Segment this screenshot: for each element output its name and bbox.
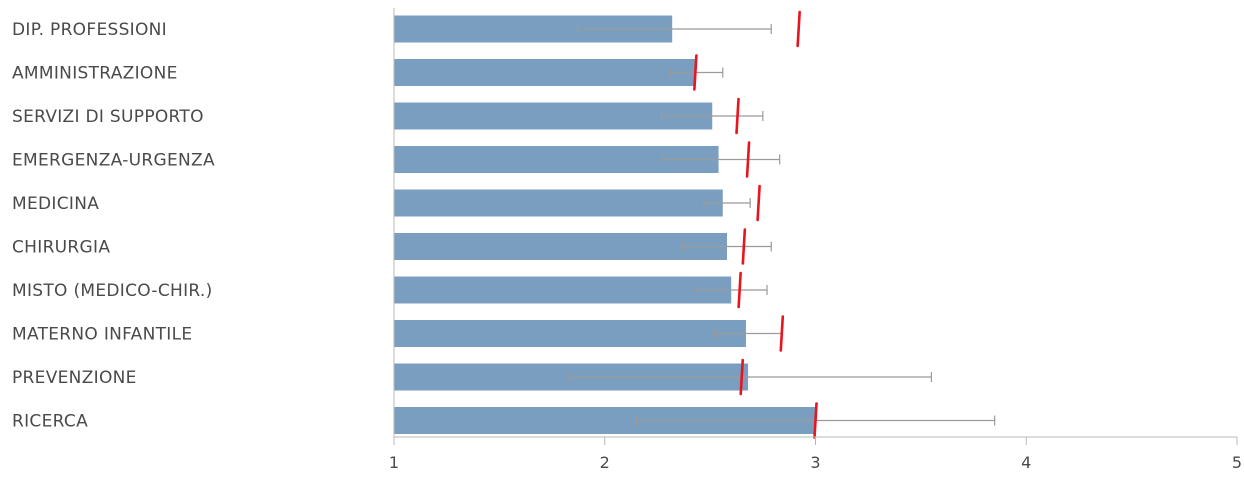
bar: [394, 102, 713, 130]
x-tick-label: 1: [389, 453, 399, 472]
error-bar: [692, 285, 768, 295]
bar: [394, 320, 746, 347]
category-label: AMMINISTRAZIONE: [12, 64, 178, 84]
reference-mark: [735, 97, 740, 135]
reference-mark: [756, 184, 761, 222]
x-tick-label: 5: [1232, 453, 1242, 472]
bar: [394, 59, 696, 86]
reference-mark: [745, 141, 751, 178]
reference-mark: [813, 402, 818, 439]
reference-mark: [779, 315, 785, 352]
category-label: DIP. PROFESSIONI: [12, 20, 167, 40]
error-bar: [682, 241, 772, 252]
x-tick-label: 3: [810, 453, 820, 472]
reference-mark: [796, 10, 801, 48]
category-label: MATERNO INFANTILE: [12, 325, 192, 345]
bar: [394, 189, 723, 217]
x-axis: 1 2 3 4 5: [389, 8, 1242, 472]
reference-marks-group: [693, 10, 818, 439]
bars-group: [394, 15, 816, 434]
error-bar: [661, 111, 764, 121]
reference-mark: [693, 54, 698, 91]
error-bar: [703, 198, 751, 208]
error-bar: [576, 24, 772, 34]
x-tick-label: 4: [1021, 453, 1031, 472]
error-bar: [661, 154, 781, 165]
category-label: MISTO (MEDICO-CHIR.): [12, 281, 213, 301]
category-label: CHIRURGIA: [12, 238, 110, 258]
category-label: PREVENZIONE: [12, 368, 137, 388]
bar: [394, 233, 727, 260]
reference-mark: [737, 271, 742, 309]
reference-mark: [739, 358, 745, 396]
category-label: EMERGENZA-URGENZA: [12, 151, 215, 171]
category-labels-group: DIP. PROFESSIONI AMMINISTRAZIONE SERVIZI D…: [12, 20, 215, 432]
category-label: RICERCA: [12, 412, 88, 432]
x-tick-label: 2: [600, 453, 610, 472]
category-label: MEDICINA: [12, 194, 99, 214]
category-label: SERVIZI DI SUPPORTO: [12, 107, 204, 127]
error-bar: [568, 372, 933, 382]
bar: [394, 276, 732, 304]
reference-mark: [741, 228, 747, 265]
